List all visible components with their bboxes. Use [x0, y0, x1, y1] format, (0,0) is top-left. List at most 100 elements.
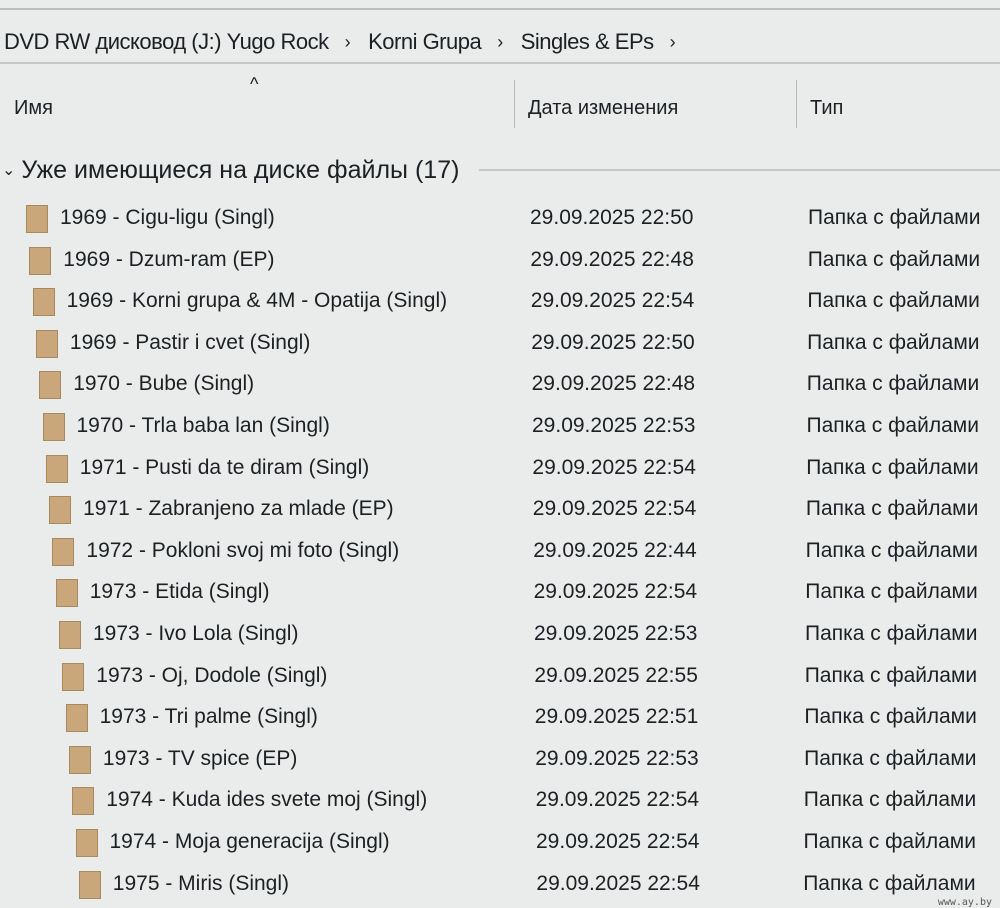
folder-icon — [32, 288, 55, 317]
file-row[interactable]: 1973 - TV spice (EP) 29.09.2025 22:53 Папк… — [0, 739, 1000, 779]
file-row[interactable]: 1973 - Tri palme (Singl) 29.09.2025 22:51… — [0, 697, 1000, 737]
file-name: 1973 - TV spice (EP) — [102, 746, 298, 770]
file-type: Папка с файлами — [806, 372, 980, 396]
file-row[interactable]: 1969 - Pastir i cvet (Singl) 29.09.2025 2… — [0, 323, 1000, 363]
folder-icon — [52, 537, 75, 566]
folder-icon — [42, 413, 65, 441]
file-row[interactable]: 1969 - Dzum-ram (EP) 29.09.2025 22:48 Папк… — [0, 240, 1000, 280]
sort-ascending-icon: ^ — [250, 74, 259, 94]
chevron-right-icon[interactable]: › — [497, 31, 503, 52]
file-row[interactable]: 1971 - Zabranjeno za mlade (EP) 29.09.202… — [0, 489, 1000, 529]
file-type: Папка с файлами — [804, 705, 977, 729]
file-row[interactable]: 1972 - Pokloni svoj mi foto (Singl) 29.09… — [0, 531, 1000, 571]
file-row[interactable]: 1973 - Etida (Singl) 29.09.2025 22:54 Папк… — [0, 572, 1000, 612]
folder-icon — [59, 621, 81, 649]
file-row[interactable]: 1969 - Cigu-ligu (Singl) 29.09.2025 22:50… — [0, 198, 1000, 238]
file-type: Папка с файлами — [807, 247, 981, 271]
file-date: 29.09.2025 22:53 — [535, 746, 699, 770]
file-row[interactable]: 1974 - Kuda ides svete moj (Singl) 29.09.… — [0, 780, 1000, 820]
column-divider[interactable] — [514, 80, 515, 128]
folder-icon — [78, 870, 101, 899]
file-type: Папка с файлами — [805, 622, 978, 645]
breadcrumb-item-korni-grupa[interactable]: Korni Grupa — [368, 29, 482, 54]
file-type: Папка с файлами — [806, 455, 979, 479]
file-row[interactable]: 1975 - Miris (Singl) 29.09.2025 22:54 Папк… — [0, 864, 1000, 904]
file-name: 1969 - Pastir i cvet (Singl) — [69, 330, 311, 354]
file-name: 1969 - Korni grupa & 4M - Opatija (Singl… — [66, 289, 448, 313]
file-date: 29.09.2025 22:54 — [533, 580, 698, 604]
file-date: 29.09.2025 22:50 — [531, 330, 695, 354]
column-date[interactable]: Дата изменения — [528, 97, 679, 119]
file-date: 29.09.2025 22:54 — [532, 455, 696, 479]
file-date: 29.09.2025 22:44 — [533, 538, 697, 562]
column-divider[interactable] — [796, 80, 797, 128]
file-row[interactable]: 1970 - Trla baba lan (Singl) 29.09.2025 2… — [0, 406, 1000, 446]
group-header[interactable]: ⌄ Уже имеющиеся на диске файлы (17) — [0, 152, 1000, 188]
folder-icon — [49, 496, 72, 525]
file-type: Папка с файлами — [805, 538, 979, 562]
chevron-down-icon[interactable]: ⌄ — [2, 162, 16, 179]
file-date: 29.09.2025 22:54 — [536, 830, 700, 853]
file-type: Папка с файлами — [808, 206, 981, 229]
file-date: 29.09.2025 22:53 — [534, 622, 698, 645]
file-name: 1970 - Bube (Singl) — [73, 372, 255, 396]
file-name: 1972 - Pokloni svoj mi foto (Singl) — [86, 538, 400, 562]
file-type: Папка с файлами — [804, 663, 978, 687]
file-row[interactable]: 1971 - Pusti da te diram (Singl) 29.09.20… — [0, 448, 1000, 488]
file-name: 1974 - Moja generacija (Singl) — [109, 830, 390, 853]
folder-icon — [35, 329, 58, 358]
chevron-right-icon[interactable]: › — [669, 31, 676, 52]
folder-icon — [26, 205, 48, 233]
file-row[interactable]: 1973 - Ivo Lola (Singl) 29.09.2025 22:53 П… — [0, 614, 1000, 654]
file-date: 29.09.2025 22:55 — [534, 663, 698, 687]
folder-icon — [45, 454, 68, 483]
watermark: www.ay.by — [937, 897, 992, 908]
file-date: 29.09.2025 22:48 — [530, 247, 694, 271]
file-row[interactable]: 1970 - Bube (Singl) 29.09.2025 22:48 Папка… — [0, 364, 1000, 404]
file-row[interactable]: 1974 - Moja generacija (Singl) 29.09.2025… — [0, 822, 1000, 862]
file-date: 29.09.2025 22:50 — [530, 206, 694, 229]
folder-icon — [29, 246, 52, 275]
chevron-right-icon[interactable]: › — [344, 31, 351, 52]
file-name: 1975 - Miris (Singl) — [112, 871, 290, 895]
group-label: Уже имеющиеся на диске файлы (17) — [21, 155, 460, 184]
file-name: 1969 - Dzum-ram (EP) — [63, 247, 275, 271]
column-header: ^ Имя Дата изменения Тип — [0, 74, 1000, 132]
file-date: 29.09.2025 22:51 — [534, 705, 699, 729]
file-row[interactable]: 1973 - Oj, Dodole (Singl) 29.09.2025 22:5… — [0, 656, 1000, 696]
file-name: 1970 - Trla baba lan (Singl) — [76, 414, 330, 437]
file-date: 29.09.2025 22:54 — [530, 289, 695, 313]
file-date: 29.09.2025 22:54 — [536, 871, 700, 895]
folder-icon — [65, 704, 88, 733]
file-name: 1973 - Tri palme (Singl) — [99, 705, 318, 729]
file-name: 1971 - Pusti da te diram (Singl) — [79, 455, 370, 479]
file-type: Папка с файлами — [805, 497, 979, 521]
column-name[interactable]: Имя — [14, 97, 53, 119]
file-name: 1973 - Oj, Dodole (Singl) — [96, 663, 328, 687]
breadcrumb-item-singles[interactable]: Singles & EPs — [520, 29, 654, 54]
file-row[interactable]: 1969 - Korni grupa & 4M - Opatija (Singl… — [0, 281, 1000, 321]
file-type: Папка с файлами — [807, 289, 980, 313]
folder-icon — [62, 662, 85, 691]
group-divider — [479, 169, 1000, 171]
file-type: Папка с файлами — [807, 330, 980, 354]
file-name: 1971 - Zabranjeno za mlade (EP) — [83, 497, 394, 521]
file-type: Папка с файлами — [806, 414, 979, 437]
folder-icon — [68, 745, 91, 774]
file-type: Папка с файлами — [803, 871, 976, 895]
file-name: 1969 - Cigu-ligu (Singl) — [60, 206, 275, 229]
file-date: 29.09.2025 22:54 — [535, 788, 700, 812]
folder-icon — [75, 829, 98, 857]
folder-icon — [39, 371, 62, 400]
breadcrumb-item-drive[interactable]: DVD RW дисковод (J:) Yugo Rock — [4, 29, 329, 54]
folder-icon — [72, 787, 95, 816]
file-type: Папка с файлами — [803, 830, 976, 853]
file-name: 1974 - Kuda ides svete moj (Singl) — [106, 788, 428, 812]
window-top-border — [0, 8, 1000, 10]
file-date: 29.09.2025 22:54 — [532, 497, 697, 521]
file-type: Папка с файлами — [805, 580, 978, 604]
breadcrumb: DVD RW дисковод (J:) Yugo Rock › Korni G… — [0, 22, 1000, 64]
column-type[interactable]: Тип — [810, 97, 844, 119]
file-name: 1973 - Ivo Lola (Singl) — [93, 622, 299, 645]
file-type: Папка с файлами — [803, 788, 977, 812]
